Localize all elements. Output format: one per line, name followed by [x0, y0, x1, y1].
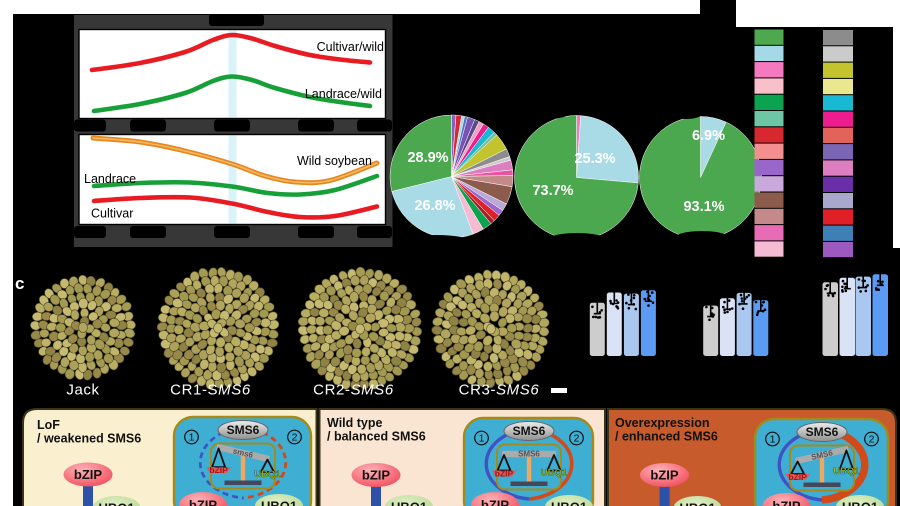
svg-text:bZIP: bZIP [495, 469, 514, 479]
svg-text:Wild soybean: Wild soybean [297, 154, 372, 168]
svg-text:UBQ1: UBQ1 [261, 499, 297, 506]
svg-text:UBQ1: UBQ1 [541, 468, 568, 479]
svg-text:Landrace: Landrace [84, 172, 136, 186]
svg-text:bZIP: bZIP [772, 499, 800, 506]
svg-text:SMS6: SMS6 [227, 423, 260, 437]
svg-text:6.9%: 6.9% [692, 128, 725, 144]
svg-text:2: 2 [574, 433, 580, 445]
svg-text:Cultivar: Cultivar [91, 207, 133, 221]
svg-text:UBQ1: UBQ1 [254, 469, 281, 480]
svg-text:/ weakened SMS6: / weakened SMS6 [37, 432, 141, 446]
svg-text:bZIP: bZIP [788, 472, 807, 482]
svg-text:2: 2 [869, 434, 875, 446]
svg-text:/ enhanced SMS6: / enhanced SMS6 [615, 430, 718, 444]
svg-text:/ balanced SMS6: / balanced SMS6 [327, 430, 426, 444]
svg-text:Landrace/wild: Landrace/wild [305, 87, 382, 101]
svg-text:Overexpression: Overexpression [615, 416, 710, 430]
svg-text:SMS6: SMS6 [518, 450, 540, 459]
svg-text:2: 2 [292, 432, 298, 444]
svg-text:bZIP: bZIP [209, 465, 228, 475]
svg-text:28.9%: 28.9% [407, 150, 448, 166]
svg-text:bZIP: bZIP [481, 498, 509, 506]
svg-text:SMS6: SMS6 [806, 425, 839, 439]
svg-text:UBQ1: UBQ1 [833, 466, 860, 477]
svg-text:Jack: Jack [66, 382, 99, 399]
svg-text:bZIP: bZIP [650, 468, 678, 483]
svg-text:93.1%: 93.1% [683, 199, 724, 215]
svg-text:SMS6: SMS6 [513, 424, 546, 438]
svg-text:CR3-SMS6: CR3-SMS6 [459, 382, 540, 399]
svg-text:bZIP: bZIP [74, 467, 102, 482]
svg-text:CR1-SMS6: CR1-SMS6 [170, 382, 251, 399]
svg-text:UBQ1: UBQ1 [842, 500, 878, 506]
svg-text:73.7%: 73.7% [532, 183, 573, 199]
svg-text:26.8%: 26.8% [414, 198, 455, 214]
svg-text:CR2-SMS6: CR2-SMS6 [313, 382, 394, 399]
svg-text:UBQ1: UBQ1 [391, 500, 427, 506]
svg-text:UBQ1: UBQ1 [98, 501, 134, 506]
svg-text:UBQ1: UBQ1 [551, 500, 587, 506]
svg-text:c: c [15, 274, 24, 293]
svg-text:Cultivar/wild: Cultivar/wild [317, 40, 384, 54]
svg-text:1: 1 [189, 432, 195, 444]
svg-text:bZIP: bZIP [189, 498, 217, 506]
svg-text:1: 1 [479, 433, 485, 445]
svg-text:UBQ1: UBQ1 [679, 501, 715, 506]
svg-text:bZIP: bZIP [362, 468, 390, 483]
svg-text:1: 1 [770, 434, 776, 446]
svg-text:LoF: LoF [37, 418, 60, 432]
svg-text:Wild type: Wild type [327, 416, 382, 430]
svg-text:25.3%: 25.3% [574, 151, 615, 167]
